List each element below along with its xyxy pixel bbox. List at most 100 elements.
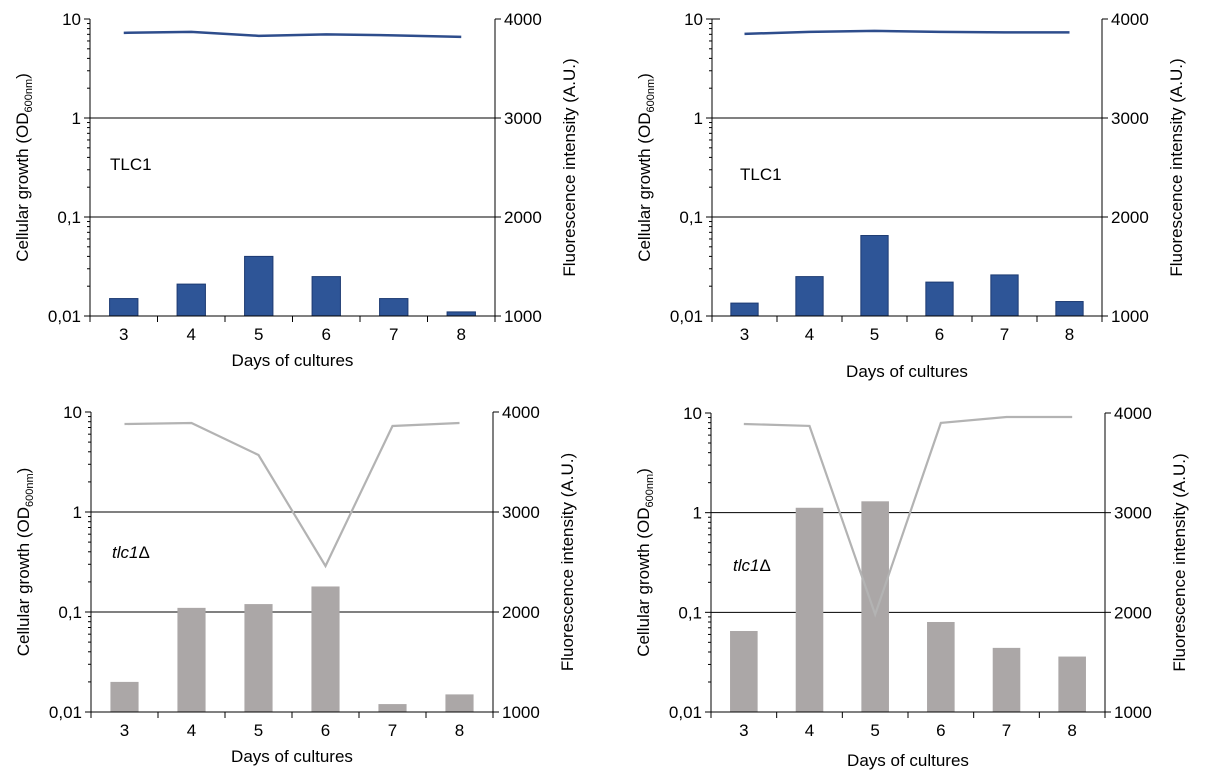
- y2-axis-title: Fluorescence intensity (A.U.): [558, 453, 577, 671]
- x-tick-label: 5: [870, 721, 879, 740]
- y2-tick-label: 1000: [504, 307, 542, 326]
- bar-day-5: [860, 235, 889, 317]
- x-axis-title: Days of cultures: [846, 362, 968, 381]
- x-tick-label: 3: [739, 721, 748, 740]
- y2-axis-title: Fluorescence intensity (A.U.): [1167, 58, 1186, 276]
- y-tick-label: 0,1: [58, 603, 82, 622]
- strain-label: tlc1Δ: [733, 556, 771, 575]
- y2-tick-label: 3000: [504, 109, 542, 128]
- y-tick-label: 1: [72, 109, 81, 128]
- x-axis-title: Days of cultures: [232, 351, 354, 370]
- y2-tick-label: 2000: [1111, 208, 1149, 227]
- y-tick-label: 1: [694, 109, 703, 128]
- x-tick-label: 4: [805, 325, 814, 344]
- bar-day-5: [861, 501, 889, 712]
- y-tick-label: 0,01: [49, 703, 82, 722]
- x-tick-label: 4: [187, 325, 196, 344]
- y2-axis-title: Fluorescence intensity (A.U.): [1170, 453, 1189, 671]
- y-tick-label: 10: [683, 404, 702, 423]
- bar-day-4: [795, 276, 824, 317]
- bar-day-6: [925, 281, 954, 317]
- x-tick-label: 8: [1067, 721, 1076, 740]
- bar-day-8: [446, 311, 476, 317]
- y2-tick-label: 4000: [502, 403, 540, 422]
- bar-day-3: [109, 298, 139, 317]
- bar-day-7: [992, 647, 1021, 712]
- fluorescence-line: [743, 415, 1073, 618]
- bar-day-8: [1055, 301, 1084, 317]
- bar-day-3: [110, 681, 139, 712]
- bar-day-3: [730, 302, 759, 317]
- x-tick-label: 6: [936, 721, 945, 740]
- y2-tick-label: 3000: [1111, 109, 1149, 128]
- y-tick-label: 0,1: [679, 208, 703, 227]
- y-axis-title: Cellular growth (OD600nm): [13, 73, 35, 262]
- y2-tick-label: 1000: [1114, 703, 1152, 722]
- x-tick-label: 8: [1065, 325, 1074, 344]
- y-tick-label: 0,1: [678, 603, 702, 622]
- x-tick-label: 7: [1002, 721, 1011, 740]
- x-tick-label: 6: [321, 721, 330, 740]
- bar-day-7: [990, 274, 1019, 317]
- y-tick-label: 1: [73, 503, 82, 522]
- y-axis-title: Cellular growth (OD600nm): [634, 468, 656, 657]
- bar-day-5: [244, 255, 274, 317]
- x-tick-label: 5: [870, 325, 879, 344]
- y2-tick-label: 4000: [1111, 10, 1149, 29]
- chart-panel-1: 10 1 0,1 0,01 4000 3000 2000 1000 3 4 5 6 7 8 Days of …: [13, 10, 579, 370]
- strain-label: TLC1: [110, 155, 152, 174]
- bar-day-8: [445, 694, 474, 712]
- y-axis-title: Cellular growth (OD600nm): [14, 468, 36, 657]
- strain-label: TLC1: [740, 165, 782, 184]
- fluorescence-line: [124, 421, 460, 569]
- x-tick-label: 4: [187, 721, 196, 740]
- y-tick-label: 10: [63, 403, 82, 422]
- y-tick-label: 0,01: [669, 703, 702, 722]
- x-tick-label: 5: [254, 325, 263, 344]
- x-axis-title: Days of cultures: [231, 747, 353, 766]
- fluorescence-line: [123, 30, 462, 39]
- x-tick-label: 3: [120, 721, 129, 740]
- y2-axis-title: Fluorescence intensity (A.U.): [560, 58, 579, 276]
- y2-tick-label: 2000: [502, 603, 540, 622]
- bar-day-3: [730, 630, 758, 712]
- y2-tick-label: 2000: [504, 208, 542, 227]
- chart-panel-3: 10 1 0,1 0,01 4000 3000 2000 1000 3 4 5 6 7 8 Days of …: [14, 403, 577, 766]
- y-tick-label: 0,01: [670, 307, 703, 326]
- fluorescence-line: [744, 29, 1070, 36]
- y-axis-title: Cellular growth (OD600nm): [635, 73, 657, 262]
- x-tick-label: 7: [389, 325, 398, 344]
- x-tick-label: 8: [457, 325, 466, 344]
- y2-tick-label: 3000: [1114, 504, 1152, 523]
- bar-day-6: [311, 276, 341, 317]
- bar-day-4: [795, 507, 824, 712]
- chart-panel-4: 10 1 0,1 0,01 4000 3000 2000 1000 3 4 5 6 7 8 Days of …: [634, 404, 1189, 770]
- chart-panel-2: 10 1 0,1 0,01 4000 3000 2000 1000 3 4 5 6 7 8 Days of …: [635, 10, 1186, 381]
- bar-day-6: [927, 621, 955, 712]
- y2-tick-label: 1000: [1111, 307, 1149, 326]
- strain-label: tlc1Δ: [112, 543, 150, 562]
- x-tick-label: 6: [322, 325, 331, 344]
- x-tick-label: 3: [119, 325, 128, 344]
- x-tick-label: 6: [935, 325, 944, 344]
- x-tick-label: 3: [740, 325, 749, 344]
- y2-tick-label: 1000: [502, 703, 540, 722]
- bar-day-4: [176, 283, 206, 317]
- y2-tick-label: 4000: [1114, 404, 1152, 423]
- x-tick-label: 7: [388, 721, 397, 740]
- x-tick-label: 8: [455, 721, 464, 740]
- y-tick-label: 10: [684, 10, 703, 29]
- x-axis-title: Days of cultures: [847, 751, 969, 770]
- x-tick-label: 5: [254, 721, 263, 740]
- bar-day-5: [244, 604, 273, 712]
- y2-tick-label: 3000: [502, 503, 540, 522]
- bar-day-8: [1058, 656, 1086, 712]
- y-tick-label: 0,1: [57, 208, 81, 227]
- y-tick-label: 0,01: [48, 307, 81, 326]
- bar-day-6: [311, 586, 340, 712]
- bar-day-4: [177, 607, 206, 712]
- x-tick-label: 4: [805, 721, 814, 740]
- x-tick-label: 7: [1000, 325, 1009, 344]
- y-tick-label: 1: [693, 504, 702, 523]
